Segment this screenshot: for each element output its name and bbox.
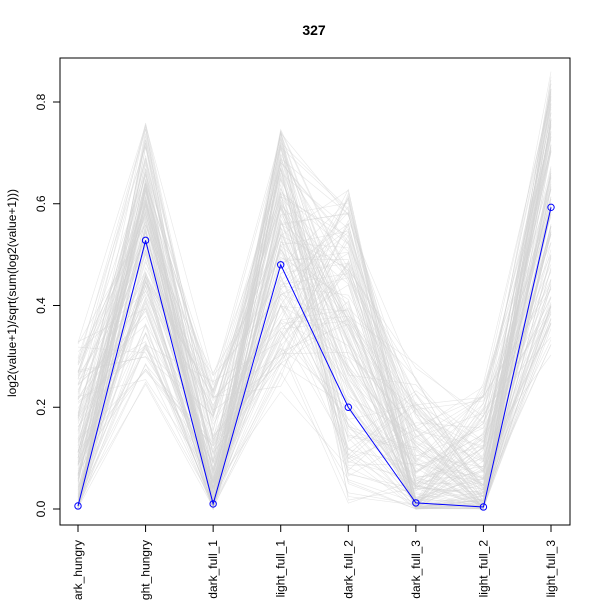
background-profile-line <box>77 89 552 479</box>
background-profile-line <box>77 127 552 508</box>
background-profile-line <box>77 144 552 470</box>
background-profile-line <box>77 168 552 499</box>
x-tick-label: light_full_3 <box>544 540 558 598</box>
background-profile-line <box>77 226 552 509</box>
y-axis-label: log2(value+1)/sqrt(sum(log2(value+1))) <box>5 189 19 397</box>
background-profile-line <box>77 210 552 509</box>
series-point <box>479 503 488 511</box>
background-profile-line <box>77 212 552 510</box>
y-tick-label: 0.6 <box>34 195 48 212</box>
background-profile-line <box>77 208 552 508</box>
background-profile-line <box>77 195 552 508</box>
series-line <box>77 207 552 508</box>
background-profile-lines <box>77 71 552 511</box>
background-profile-line <box>77 149 552 499</box>
series-point <box>74 502 82 510</box>
background-profile-line <box>77 97 552 504</box>
y-tick-label: 0.2 <box>34 399 48 416</box>
background-profile-line <box>77 142 552 506</box>
background-profile-line <box>77 216 552 509</box>
background-profile-line <box>77 258 552 509</box>
background-profile-line <box>77 133 552 507</box>
series-point <box>344 403 352 411</box>
background-profile-line <box>77 91 552 469</box>
y-tick-label: 0.8 <box>34 93 48 110</box>
background-profile-line <box>77 131 552 504</box>
x-tick-label: dark_full_3 <box>409 540 423 599</box>
plot-frame <box>59 57 571 526</box>
x-tick-label: dark_full_2 <box>341 540 355 599</box>
background-profile-line <box>77 131 552 509</box>
series-point <box>277 261 285 269</box>
background-profile-line <box>77 95 552 510</box>
background-profile-line <box>77 161 552 504</box>
background-profile-line <box>77 226 552 510</box>
background-profile-line <box>77 118 552 509</box>
background-profile-line <box>77 169 552 499</box>
background-profile-line <box>77 226 552 503</box>
y-axis: 0.0 0.2 0.4 0.6 0.8 <box>34 93 61 517</box>
background-profile-line <box>77 123 552 509</box>
background-profile-line <box>77 174 552 510</box>
background-profile-line <box>77 151 552 484</box>
background-profile-line <box>77 119 552 497</box>
background-profile-line <box>77 164 552 504</box>
series-point <box>412 499 420 507</box>
x-tick-label: light_full_2 <box>476 540 490 598</box>
background-profile-line <box>77 248 552 507</box>
x-tick-label: dark_hungry <box>71 540 85 600</box>
y-tick-label: 0.4 <box>34 297 48 314</box>
background-profile-line <box>77 96 552 477</box>
chart-title: 327 <box>302 22 326 38</box>
x-axis: dark_hungry light_hungry dark_full_1 light_… <box>71 524 558 605</box>
background-profile-line <box>77 137 552 510</box>
series-point <box>141 236 150 245</box>
x-tick-label: dark_full_1 <box>206 540 220 599</box>
series-point <box>547 203 555 212</box>
background-profile-line <box>77 133 552 506</box>
highlighted-series <box>74 203 555 511</box>
background-profile-line <box>77 202 552 511</box>
x-tick-label: light_full_1 <box>274 540 288 598</box>
y-tick-label: 0.0 <box>34 500 48 517</box>
x-tick-label: light_hungry <box>139 540 153 600</box>
series-point <box>209 500 217 508</box>
background-profile-line <box>77 135 552 492</box>
